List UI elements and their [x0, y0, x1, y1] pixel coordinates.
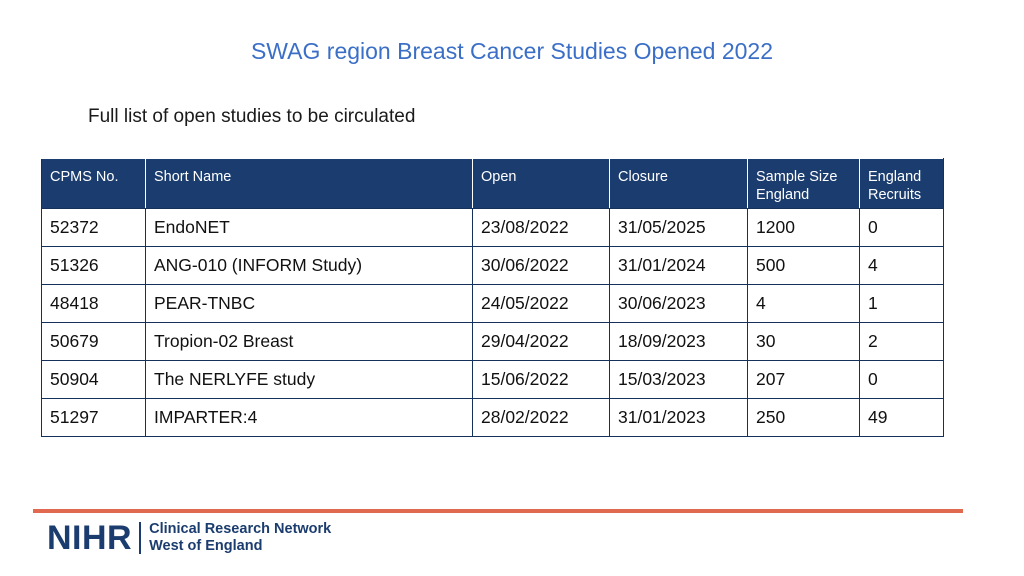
cell-open: 29/04/2022: [472, 322, 610, 361]
cell-cpms: 50679: [41, 322, 146, 361]
cell-closure: 31/01/2023: [609, 398, 748, 437]
cell-sample-size: 207: [747, 360, 860, 399]
cell-england-recruits: 4: [859, 246, 944, 285]
cell-cpms: 50904: [41, 360, 146, 399]
cell-closure: 15/03/2023: [609, 360, 748, 399]
column-header-england-recruits: England Recruits: [859, 158, 944, 209]
cell-england-recruits: 49: [859, 398, 944, 437]
cell-open: 15/06/2022: [472, 360, 610, 399]
page-title: SWAG region Breast Cancer Studies Opened…: [250, 38, 774, 64]
studies-table: CPMS No. Short Name Open Closure Sample …: [41, 158, 944, 437]
cell-cpms: 48418: [41, 284, 146, 323]
cell-short-name: EndoNET: [145, 208, 473, 247]
cell-england-recruits: 0: [859, 208, 944, 247]
nihr-logo: NIHR Clinical Research Network West of E…: [47, 518, 331, 558]
cell-cpms: 51297: [41, 398, 146, 437]
cell-short-name: The NERLYFE study: [145, 360, 473, 399]
cell-sample-size: 250: [747, 398, 860, 437]
table-row: 50904 The NERLYFE study 15/06/2022 15/03…: [41, 360, 944, 399]
cell-short-name: PEAR-TNBC: [145, 284, 473, 323]
cell-open: 28/02/2022: [472, 398, 610, 437]
cell-open: 24/05/2022: [472, 284, 610, 323]
cell-closure: 18/09/2023: [609, 322, 748, 361]
table-row: 51297 IMPARTER:4 28/02/2022 31/01/2023 2…: [41, 398, 944, 437]
table-row: 51326 ANG-010 (INFORM Study) 30/06/2022 …: [41, 246, 944, 285]
logo-divider: [139, 522, 142, 554]
table-row: 48418 PEAR-TNBC 24/05/2022 30/06/2023 4 …: [41, 284, 944, 323]
table-header-row: CPMS No. Short Name Open Closure Sample …: [41, 158, 944, 209]
cell-short-name: ANG-010 (INFORM Study): [145, 246, 473, 285]
cell-closure: 31/05/2025: [609, 208, 748, 247]
cell-closure: 31/01/2024: [609, 246, 748, 285]
cell-england-recruits: 1: [859, 284, 944, 323]
cell-sample-size: 30: [747, 322, 860, 361]
cell-sample-size: 1200: [747, 208, 860, 247]
column-header-short-name: Short Name: [145, 158, 473, 209]
cell-sample-size: 500: [747, 246, 860, 285]
cell-short-name: Tropion-02 Breast: [145, 322, 473, 361]
logo-line-region: West of England: [149, 538, 263, 554]
cell-closure: 30/06/2023: [609, 284, 748, 323]
column-header-closure: Closure: [609, 158, 748, 209]
column-header-sample-size: Sample Size England: [747, 158, 860, 209]
logo-mark: NIHR: [47, 519, 133, 557]
page-subtitle: Full list of open studies to be circulat…: [88, 106, 416, 127]
cell-open: 23/08/2022: [472, 208, 610, 247]
logo-line-network: Clinical Research Network: [149, 521, 332, 537]
table-row: 50679 Tropion-02 Breast 29/04/2022 18/09…: [41, 322, 944, 361]
cell-cpms: 52372: [41, 208, 146, 247]
footer-divider: [33, 509, 963, 513]
cell-england-recruits: 0: [859, 360, 944, 399]
cell-cpms: 51326: [41, 246, 146, 285]
logo-text: Clinical Research Network West of Englan…: [149, 521, 331, 555]
column-header-cpms: CPMS No.: [41, 158, 146, 209]
cell-sample-size: 4: [747, 284, 860, 323]
column-header-open: Open: [472, 158, 610, 209]
cell-short-name: IMPARTER:4: [145, 398, 473, 437]
cell-england-recruits: 2: [859, 322, 944, 361]
table-row: 52372 EndoNET 23/08/2022 31/05/2025 1200…: [41, 208, 944, 247]
cell-open: 30/06/2022: [472, 246, 610, 285]
